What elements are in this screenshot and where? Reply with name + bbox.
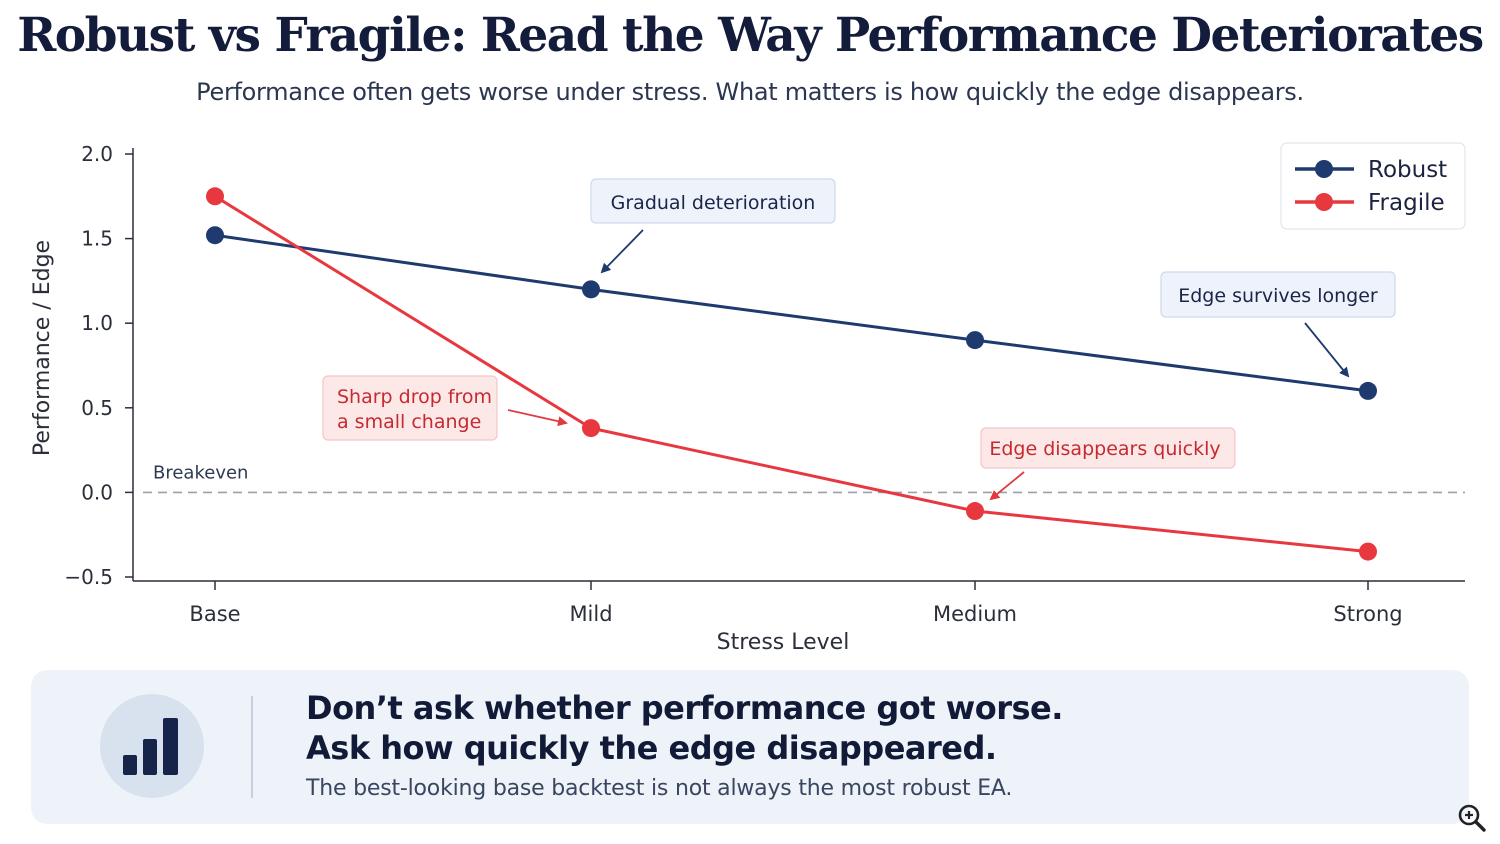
- annotation-arrow: [507, 409, 568, 427]
- data-point-robust: [966, 331, 984, 350]
- annotation-text: Gradual deterioration: [611, 192, 816, 214]
- y-tick-label: 0.5: [81, 396, 113, 420]
- chart-subtitle: Performance often gets worse under stres…: [196, 78, 1304, 106]
- line-chart: 2.0 1.5 1.0 0.5 0.0 −0.5 Base Mild Medium Strong S…: [30, 142, 1466, 655]
- y-tick-label: 1.0: [81, 311, 113, 335]
- annotation-text: Edge survives longer: [1178, 285, 1378, 307]
- annotation-text: Sharp drop from a small change: [337, 386, 492, 433]
- data-point-robust: [582, 280, 600, 299]
- x-tick-label: Mild: [569, 602, 612, 626]
- takeaway-headline-line-1: Don’t ask whether performance got worse.: [306, 689, 1063, 727]
- legend-marker-fragile: [1315, 193, 1333, 211]
- takeaway-headline-line-2: Ask how quickly the edge disappeared.: [306, 729, 997, 767]
- bar-chart-icon: [100, 694, 204, 798]
- breakeven-label: Breakeven: [153, 462, 248, 483]
- annotation-arrow: [600, 229, 644, 274]
- takeaway-panel: Don’t ask whether performance got worse.…: [31, 670, 1469, 824]
- data-point-fragile: [1359, 542, 1377, 561]
- y-tick-label: −0.5: [64, 565, 113, 589]
- legend-marker-robust: [1315, 160, 1333, 178]
- y-tick-label: 2.0: [81, 142, 113, 166]
- y-axis-label: Performance / Edge: [30, 240, 55, 456]
- y-tick-label: 1.5: [81, 227, 113, 251]
- x-axis-label: Stress Level: [717, 630, 850, 655]
- data-point-fragile: [206, 187, 224, 206]
- legend-label-fragile: Fragile: [1368, 190, 1445, 216]
- x-tick-label: Strong: [1333, 602, 1402, 626]
- takeaway-headline: Don’t ask whether performance got worse.…: [306, 688, 1406, 768]
- chart-title: Robust vs Fragile: Read the Way Performa…: [17, 8, 1484, 63]
- annotation-box: [980, 427, 1236, 469]
- x-tick-label: Medium: [933, 602, 1017, 626]
- legend-box: [1280, 142, 1466, 230]
- zoom-in-icon[interactable]: [1456, 802, 1488, 834]
- annotation-box: [590, 178, 836, 224]
- data-point-robust: [206, 226, 224, 245]
- data-point-fragile: [966, 502, 984, 521]
- series-line-fragile: [214, 195, 1369, 554]
- annotation-arrow: [989, 471, 1025, 501]
- annotation-box: [322, 375, 498, 441]
- annotation-arrow: [1304, 322, 1350, 378]
- y-tick-label: 0.0: [81, 480, 113, 504]
- legend-label-robust: Robust: [1368, 157, 1447, 183]
- series-line-robust: [214, 233, 1369, 393]
- annotation-text: Edge disappears quickly: [989, 438, 1220, 460]
- data-point-fragile: [582, 419, 600, 438]
- x-tick-label: Base: [189, 602, 240, 626]
- panel-divider: [251, 696, 253, 798]
- annotation-box: [1160, 271, 1396, 318]
- takeaway-note: The best-looking base backtest is not al…: [306, 776, 1013, 801]
- data-point-robust: [1359, 381, 1377, 400]
